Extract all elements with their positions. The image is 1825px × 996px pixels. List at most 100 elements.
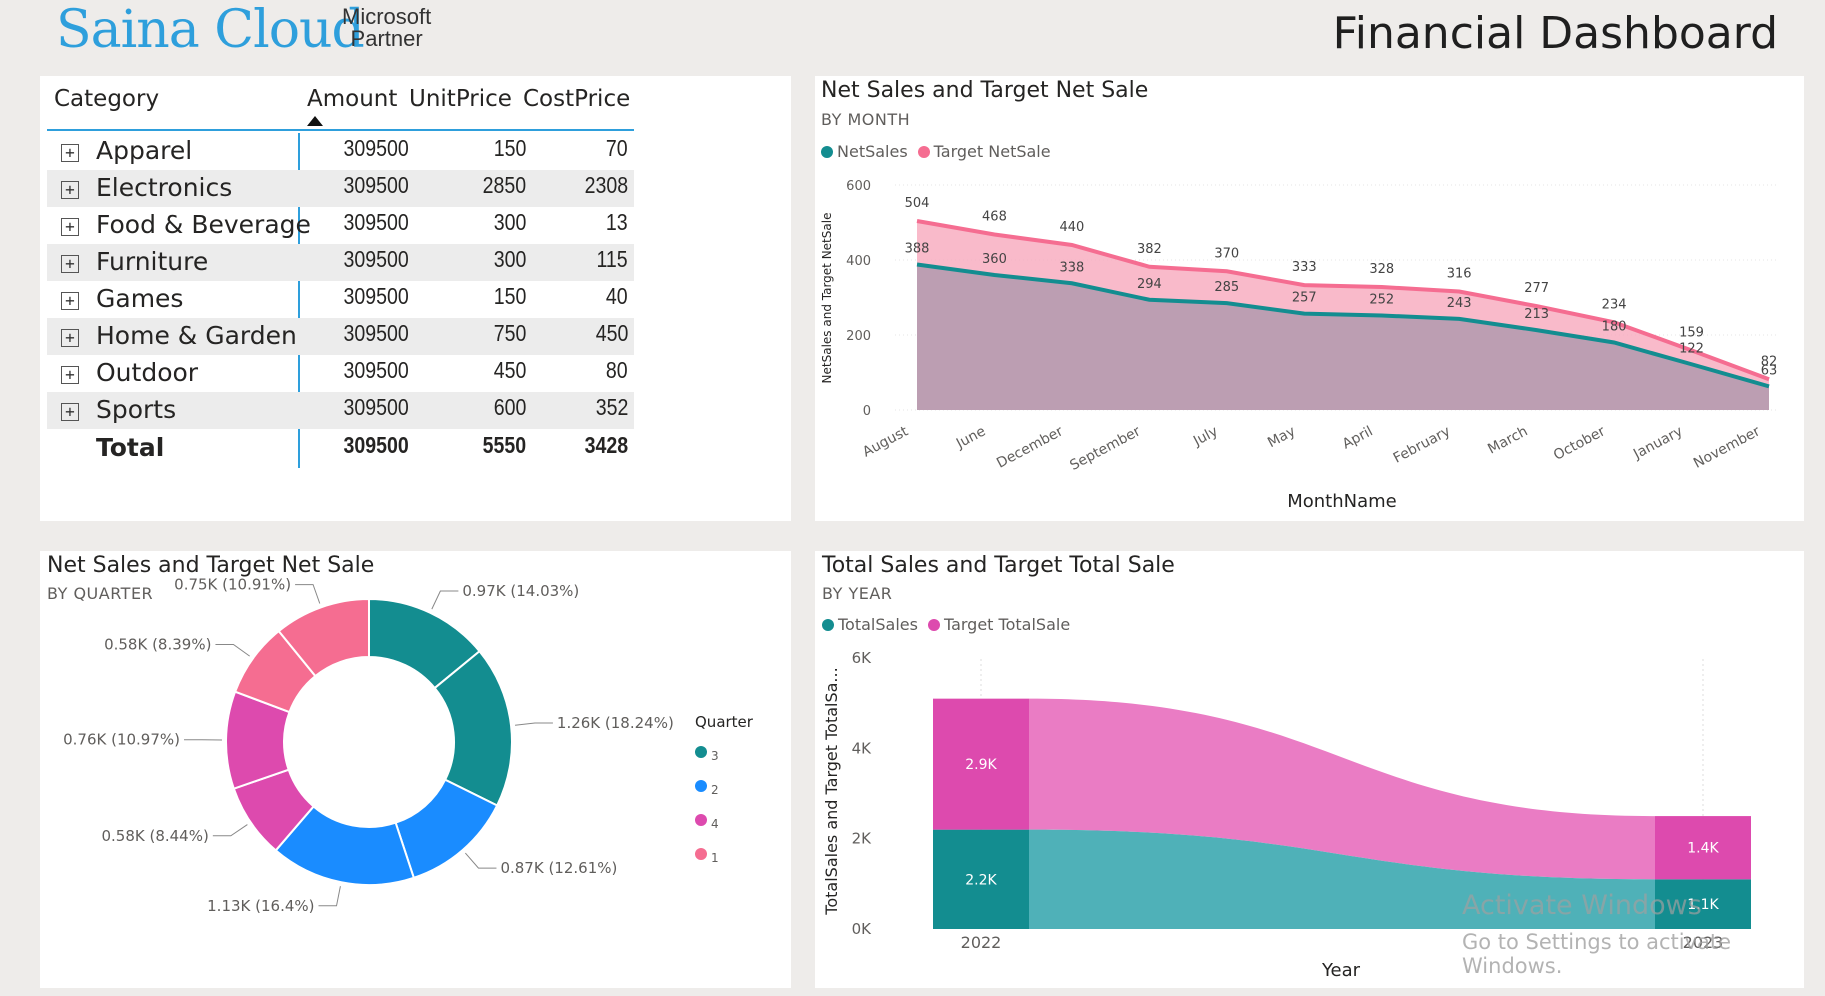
net-sales-by-month-panel: Net Sales and Target Net Sale BY MONTH N…: [815, 76, 1804, 521]
legend-label-target-totalsale[interactable]: Target TotalSale: [943, 615, 1071, 634]
donut-legend-label[interactable]: 4: [711, 817, 719, 831]
line-chart-title: Net Sales and Target Net Sale: [821, 78, 1149, 103]
donut-leader-line: [464, 852, 497, 869]
cost-price-cell: 115: [596, 246, 628, 272]
expand-icon[interactable]: +: [61, 292, 79, 310]
target-totalsale-bar[interactable]: [933, 698, 1029, 830]
netsales-data-label: 122: [1679, 341, 1704, 356]
target-totalsale-data-label: 1.4K: [1687, 841, 1719, 857]
netsales-data-label: 252: [1369, 293, 1394, 308]
expand-icon[interactable]: +: [61, 403, 79, 421]
legend-label-target-netsale[interactable]: Target NetSale: [933, 142, 1051, 161]
ribbon-chart-svg: 0K 2K 4K 6K TotalSales and Target TotalSa...…: [822, 649, 1751, 981]
target-netsale-data-label: 328: [1369, 262, 1394, 277]
donut-leader-line: [431, 590, 459, 610]
target-totalsale-data-label: 2.9K: [965, 757, 997, 773]
table-row[interactable]: + Outdoor 309500 450 80: [47, 355, 634, 392]
x-tick-label: 2022: [961, 933, 1002, 952]
legend-label-netsales[interactable]: NetSales: [837, 142, 908, 161]
ribbon-chart-subtitle: BY YEAR: [822, 584, 893, 603]
donut-data-label: 0.87K (12.61%): [500, 859, 617, 877]
donut-leader-line: [295, 584, 321, 604]
table-row[interactable]: + Apparel 309500 150 70: [47, 133, 634, 170]
cost-price-cell: 80: [606, 357, 628, 383]
cost-price-cell: 450: [595, 320, 628, 346]
cost-price-cell: 2308: [584, 172, 628, 198]
net-sales-by-quarter-panel: Net Sales and Target Net Sale BY QUARTER…: [40, 551, 791, 988]
donut-slice-q1[interactable]: [277, 597, 370, 678]
category-cell: Apparel: [96, 136, 193, 165]
x-tick-label: September: [1067, 423, 1143, 474]
donut-data-label: 1.26K (18.24%): [557, 714, 674, 732]
expand-icon[interactable]: +: [61, 329, 79, 347]
table-row[interactable]: + Home & Garden 309500 750 450: [47, 318, 634, 355]
target-netsale-line[interactable]: [916, 219, 1770, 382]
x-tick-label: February: [1391, 423, 1453, 466]
target-netsale-data-label: 333: [1292, 260, 1317, 275]
netsales-data-label: 338: [1059, 260, 1084, 275]
netsales-line[interactable]: [916, 262, 1770, 389]
donut-legend-dot: [695, 746, 707, 758]
table-row[interactable]: + Electronics 309500 2850 2308: [47, 170, 634, 207]
table-row[interactable]: + Food & Beverage 309500 300 13: [47, 207, 634, 244]
y-tick-label: 4K: [852, 739, 873, 757]
total-unit-price: 5550: [482, 432, 526, 458]
target-netsale-data-label: 277: [1524, 281, 1549, 296]
netsales-data-label: 257: [1292, 291, 1317, 306]
totalsales-bar[interactable]: [933, 829, 1029, 929]
legend-label-totalsales[interactable]: TotalSales: [838, 615, 918, 634]
category-cell: Games: [96, 284, 184, 313]
target-totalsale-ribbon[interactable]: [1029, 698, 1655, 880]
header-unit-price[interactable]: UnitPrice: [409, 86, 512, 112]
target-netsale-data-label: 316: [1447, 267, 1472, 282]
sort-ascending-icon[interactable]: [307, 116, 323, 126]
x-axis-label: MonthName: [1287, 491, 1397, 512]
donut-legend-title: Quarter: [695, 713, 754, 731]
x-tick-label: June: [953, 423, 988, 452]
table-row[interactable]: + Sports 309500 600 352: [47, 392, 634, 429]
expand-icon[interactable]: +: [61, 181, 79, 199]
expand-icon[interactable]: +: [61, 255, 79, 273]
table-total-row: Total 309500 5550 3428: [47, 430, 634, 467]
x-tick-label: 2023: [1683, 933, 1724, 952]
donut-chart-title: Net Sales and Target Net Sale: [47, 553, 375, 578]
ribbon-chart-legend: TotalSales Target TotalSale: [822, 615, 1070, 634]
amount-cell: 309500: [343, 246, 409, 272]
table-row[interactable]: + Furniture 309500 300 115: [47, 244, 634, 281]
donut-legend-dot: [695, 848, 707, 860]
x-tick-label: March: [1485, 423, 1530, 457]
donut-legend-label[interactable]: 1: [711, 851, 719, 865]
amount-cell: 309500: [343, 135, 409, 161]
total-sales-by-year-panel: Total Sales and Target Total Sale BY YEA…: [815, 551, 1804, 988]
expand-icon[interactable]: +: [61, 366, 79, 384]
donut-data-label: 0.75K (10.91%): [174, 576, 291, 594]
y-tick-label: 200: [846, 329, 871, 344]
activate-windows-watermark: Activate Windows: [1462, 890, 1702, 921]
expand-icon[interactable]: +: [61, 218, 79, 236]
y-axis-label: NetSales and Target NetSale: [820, 213, 834, 384]
table-row[interactable]: + Games 309500 150 40: [47, 281, 634, 318]
x-tick-label: August: [860, 423, 911, 460]
total-label: Total: [96, 433, 165, 462]
donut-legend-label[interactable]: 2: [711, 783, 719, 797]
netsales-area: [917, 264, 1769, 410]
y-tick-label: 400: [846, 254, 871, 269]
y-tick-label: 6K: [852, 649, 873, 667]
category-cell: Electronics: [96, 173, 233, 202]
unit-price-cell: 300: [493, 209, 526, 235]
target-totalsale-bar[interactable]: [1655, 816, 1751, 880]
donut-legend-label[interactable]: 3: [711, 749, 719, 763]
totalsales-ribbon[interactable]: [1029, 829, 1655, 929]
totalsales-bar[interactable]: [1655, 879, 1751, 929]
expand-icon[interactable]: +: [61, 144, 79, 162]
line-chart-legend: NetSales Target NetSale: [821, 142, 1051, 161]
page-title: Financial Dashboard: [1332, 8, 1778, 59]
netsales-data-label: 360: [982, 252, 1007, 267]
target-netsale-data-label: 382: [1137, 242, 1162, 257]
header-cost-price[interactable]: CostPrice: [523, 86, 631, 112]
header-category[interactable]: Category: [54, 86, 160, 112]
donut-chart-svg: 0.97K (14.03%) 1.26K (18.24%) 0.87K (12.61…: [63, 576, 754, 915]
donut-leader-line: [215, 643, 250, 657]
header-amount[interactable]: Amount: [307, 86, 398, 112]
donut-chart-subtitle: BY QUARTER: [47, 584, 154, 603]
